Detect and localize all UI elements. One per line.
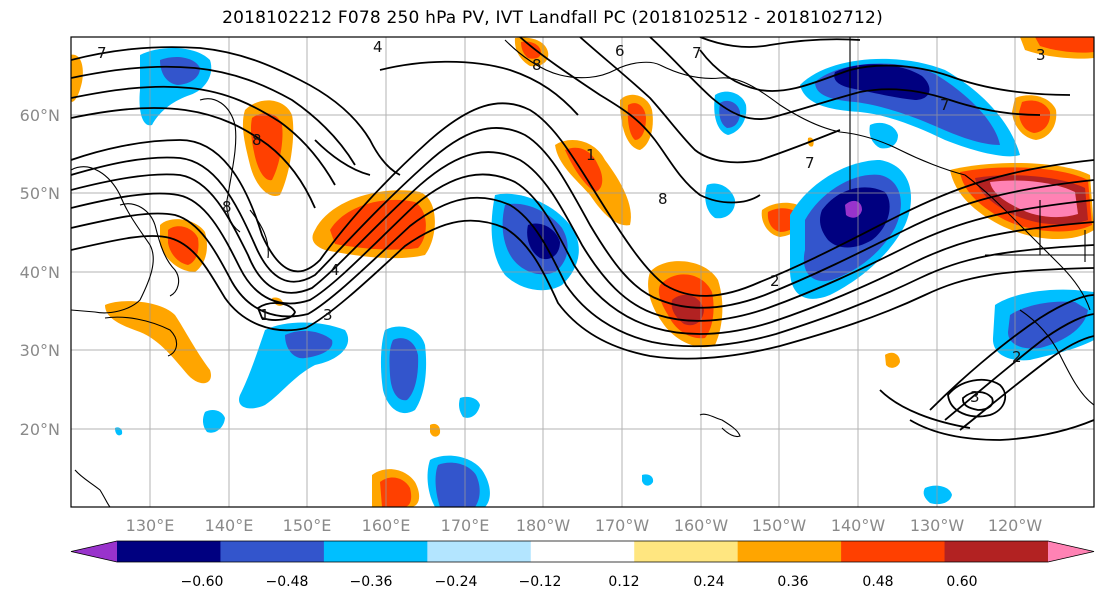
longitude-labels: 130°E 140°E 150°E 160°E 170°E 180°W 170°…	[126, 516, 1043, 535]
colorbar-tick-label: −0.36	[350, 574, 393, 590]
colorbar-swatch	[117, 541, 221, 562]
contour-label: 7	[692, 44, 702, 62]
contour-label: 2	[770, 272, 780, 290]
colorbar-outline	[70, 540, 1095, 563]
lon-label: 120°W	[988, 516, 1043, 535]
colorbar-tick-label: −0.60	[181, 574, 224, 590]
height-contours	[71, 37, 1094, 441]
colorbar-tick-label: 0.48	[862, 574, 893, 590]
colorbar-tick-label: −0.12	[519, 574, 562, 590]
lon-label: 160°E	[362, 516, 411, 535]
contour-label: 3	[323, 306, 333, 324]
lat-label: 40°N	[20, 263, 60, 282]
colorbar-swatch	[427, 541, 532, 562]
colorbar-swatch	[944, 541, 1049, 562]
colorbar-tick-label: 0.12	[608, 574, 639, 590]
lon-label: 170°W	[595, 516, 650, 535]
colorbar-swatch	[841, 541, 946, 562]
colorbar-tick-labels: −0.60 −0.48 −0.36 −0.24 −0.12 0.12 0.24 …	[181, 574, 978, 590]
contour-label: 1	[586, 146, 596, 164]
lon-label: 170°E	[441, 516, 490, 535]
contour-label: 8	[658, 190, 668, 208]
colorbar-tick-label: 0.36	[777, 574, 808, 590]
lat-label: 50°N	[20, 184, 60, 203]
lon-label: 150°E	[283, 516, 332, 535]
contour-label: 4	[373, 38, 383, 56]
contour-label: 4	[330, 261, 340, 279]
colorbar-tick-label: −0.24	[435, 574, 478, 590]
colorbar-swatch	[71, 541, 117, 562]
chart-title: 2018102212 F078 250 hPa PV, IVT Landfall…	[222, 8, 883, 28]
lat-label: 60°N	[20, 106, 60, 125]
contour-label: 7	[97, 44, 107, 62]
colorbar-swatch	[1048, 541, 1094, 562]
lon-label: 180°W	[516, 516, 571, 535]
map-panel: 7 4 6 7 8 8 8 7 7 8 2 4 3 1 3 2 3 1	[71, 37, 1094, 507]
contour-label: 6	[615, 42, 625, 60]
latitude-labels: 60°N 50°N 40°N 30°N 20°N	[20, 106, 60, 439]
lon-label: 160°W	[674, 516, 729, 535]
colorbar-swatches	[70, 540, 1095, 563]
colorbar-tick-label: 0.60	[946, 574, 977, 590]
colorbar-swatch	[323, 541, 428, 562]
colorbar-tick-label: −0.48	[266, 574, 309, 590]
colorbar-swatch	[220, 541, 325, 562]
lon-label: 130°W	[910, 516, 965, 535]
colorbar-swatch	[634, 541, 739, 562]
colorbar-swatch	[530, 541, 635, 562]
contour-label: 7	[940, 96, 950, 114]
colorbar-swatch	[737, 541, 842, 562]
contour-labels: 7 4 6 7 8 8 8 7 7 8 2 4 3 1 3 2 3 1	[97, 38, 1046, 406]
contour-label: 3	[970, 388, 980, 406]
contour-label: 8	[252, 131, 262, 149]
contour-label: 3	[1036, 46, 1046, 64]
map-border	[70, 36, 1095, 508]
lon-label: 140°W	[831, 516, 886, 535]
lon-label: 140°E	[205, 516, 254, 535]
lat-label: 30°N	[20, 341, 60, 360]
contour-label: 2	[1012, 348, 1022, 366]
lat-label: 20°N	[20, 420, 60, 439]
coastlines	[71, 37, 1094, 507]
contour-label: 1	[260, 306, 270, 324]
lon-label: 130°E	[126, 516, 175, 535]
colorbar-tick-label: 0.24	[693, 574, 724, 590]
lon-label: 150°W	[752, 516, 807, 535]
colorbar: −0.60 −0.48 −0.36 −0.24 −0.12 0.12 0.24 …	[70, 540, 1095, 590]
contour-label: 8	[222, 198, 232, 216]
contour-label: 8	[532, 56, 542, 74]
contour-label: 7	[805, 154, 815, 172]
positive-shading	[71, 37, 1094, 507]
